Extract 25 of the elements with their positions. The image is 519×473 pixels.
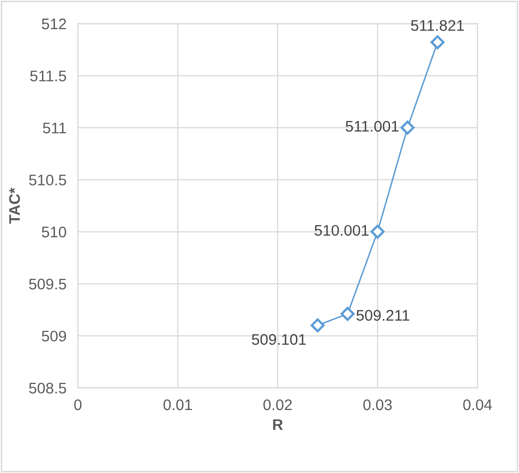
y-tick-label: 508.5 <box>29 382 66 394</box>
x-tick-label: 0.03 <box>363 399 392 410</box>
x-axis-title: R <box>273 419 283 430</box>
y-tick-label: 510.5 <box>29 174 66 186</box>
point <box>400 120 415 135</box>
x-tick-label: 0.02 <box>263 399 292 410</box>
data-label: 510.001 <box>314 224 368 236</box>
point <box>310 318 325 332</box>
data-label: 509.101 <box>252 334 306 345</box>
y-tick-label: 512 <box>42 18 66 30</box>
y-tick-label: 509.5 <box>29 278 66 290</box>
x-tick-label: 0.01 <box>163 399 192 410</box>
y-tick-label: 510 <box>42 226 66 238</box>
y-tick-label: 511 <box>42 122 66 134</box>
data-label: 509.211 <box>356 310 410 321</box>
y-axis-title: TAC* <box>9 188 20 224</box>
x-tick-label: 0.04 <box>463 399 492 410</box>
x-tick-label: 0 <box>74 399 82 410</box>
y-tick-label: 511.5 <box>30 70 66 82</box>
point <box>430 35 445 50</box>
data-label: 511.821 <box>411 20 464 31</box>
y-tick-label: 509 <box>42 330 66 342</box>
point <box>340 306 355 321</box>
data-label: 511.001 <box>346 120 398 132</box>
point <box>370 224 385 239</box>
